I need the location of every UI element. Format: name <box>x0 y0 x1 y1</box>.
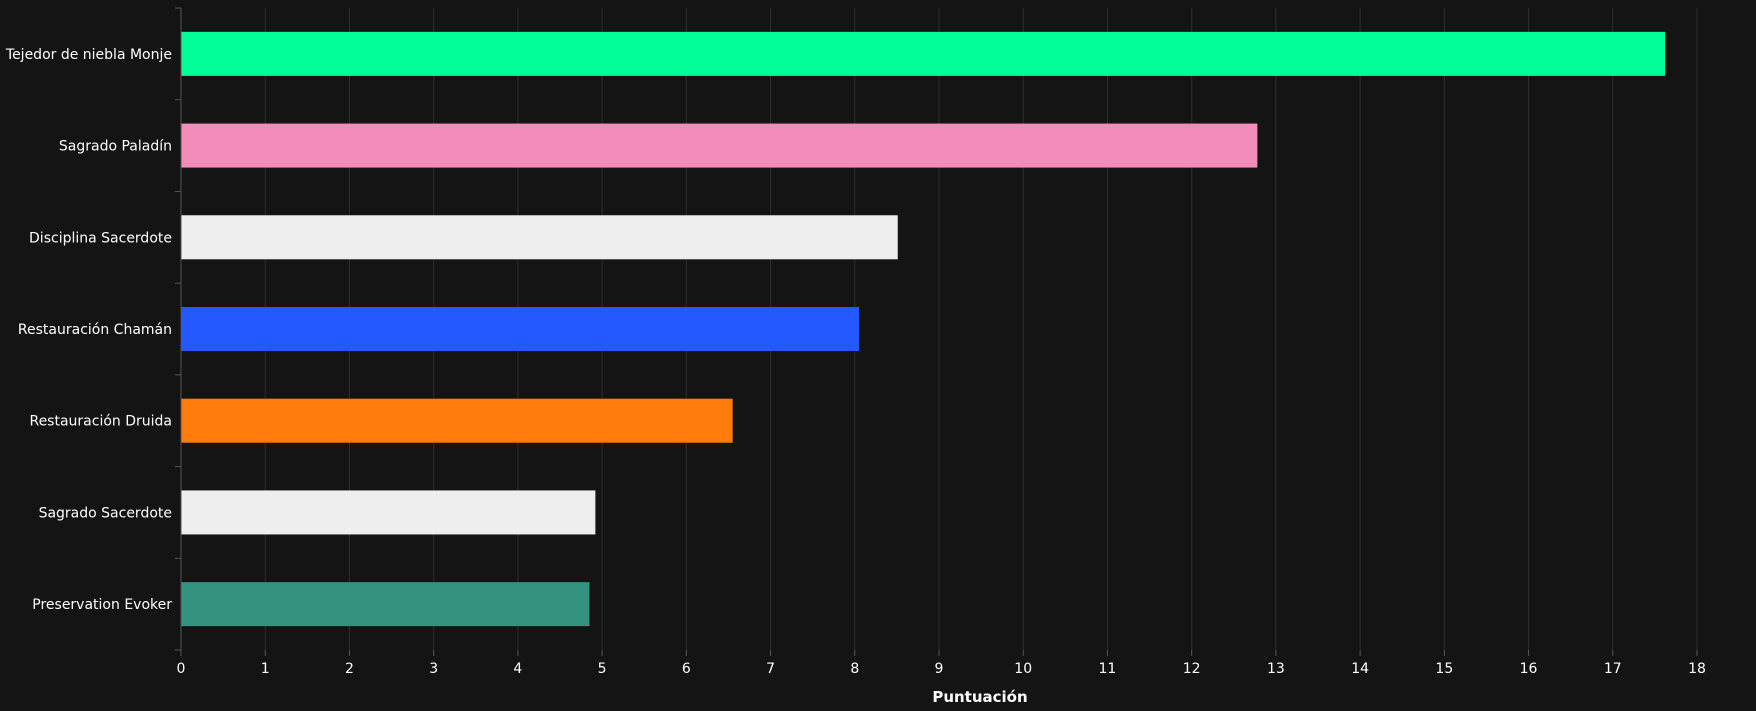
x-tick-label: 8 <box>850 661 859 677</box>
x-tick-label: 1 <box>261 661 270 677</box>
x-tick-label: 9 <box>935 661 944 677</box>
bar[interactable] <box>181 582 590 627</box>
category-label: Sagrado Sacerdote <box>39 505 172 521</box>
bar[interactable] <box>181 31 1665 76</box>
x-tick-label: 14 <box>1351 661 1369 677</box>
x-tick-label: 3 <box>429 661 438 677</box>
x-tick-label: 7 <box>766 661 775 677</box>
x-tick-label: 2 <box>345 661 354 677</box>
category-label: Sagrado Paladín <box>59 139 172 155</box>
bar[interactable] <box>181 490 596 535</box>
bar[interactable] <box>181 215 898 260</box>
gridlines <box>180 8 1698 650</box>
x-tick-label: 15 <box>1435 661 1453 677</box>
x-tick-label: 12 <box>1183 661 1201 677</box>
x-tick-label: 0 <box>177 661 186 677</box>
x-tick-label: 18 <box>1688 661 1706 677</box>
bars <box>181 31 1665 627</box>
category-label: Restauración Chamán <box>18 322 172 338</box>
axes <box>175 7 1698 656</box>
x-tick-label: 4 <box>513 661 522 677</box>
bar[interactable] <box>181 398 733 443</box>
x-tick-label: 17 <box>1604 661 1622 677</box>
category-label: Tejedor de niebla Monje <box>5 47 172 63</box>
x-tick-label: 10 <box>1014 661 1032 677</box>
category-label: Preservation Evoker <box>32 597 172 613</box>
x-axis-title: Puntuación <box>932 688 1027 706</box>
category-label: Disciplina Sacerdote <box>29 230 172 246</box>
bar[interactable] <box>181 123 1258 168</box>
x-tick-label: 11 <box>1099 661 1117 677</box>
x-tick-label: 13 <box>1267 661 1285 677</box>
bar[interactable] <box>181 306 859 352</box>
x-tick-label: 16 <box>1520 661 1538 677</box>
x-tick-label: 6 <box>682 661 691 677</box>
x-tick-label: 5 <box>598 661 607 677</box>
category-label: Restauración Druida <box>29 414 172 430</box>
